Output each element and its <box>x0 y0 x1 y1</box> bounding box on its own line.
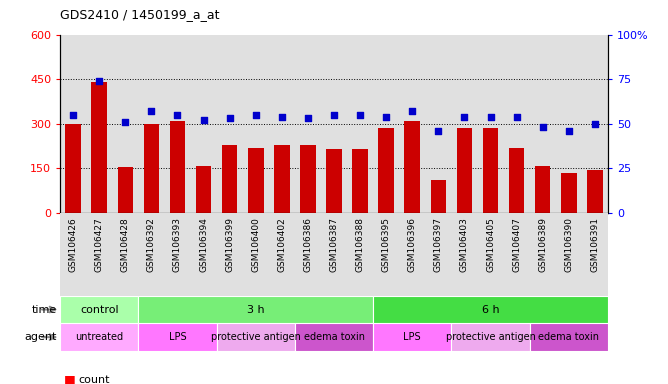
Bar <box>378 128 394 213</box>
Point <box>407 108 418 114</box>
Point <box>511 114 522 120</box>
Bar <box>483 128 498 213</box>
Text: control: control <box>80 305 118 314</box>
Point <box>433 128 444 134</box>
Text: untreated: untreated <box>75 332 124 342</box>
Bar <box>352 149 368 213</box>
Bar <box>170 121 185 213</box>
Point <box>537 124 548 131</box>
Text: GSM106386: GSM106386 <box>303 217 313 272</box>
Bar <box>138 323 216 351</box>
Point <box>459 114 470 120</box>
Point <box>68 112 79 118</box>
Text: GSM106428: GSM106428 <box>121 217 130 272</box>
Bar <box>144 124 159 213</box>
Point <box>250 112 261 118</box>
Text: GSM106402: GSM106402 <box>277 217 287 272</box>
Text: GSM106394: GSM106394 <box>199 217 208 272</box>
Bar <box>404 121 420 213</box>
Point <box>329 112 339 118</box>
Bar <box>216 323 295 351</box>
Bar <box>430 180 446 213</box>
Text: GSM106388: GSM106388 <box>355 217 365 272</box>
Text: GSM106391: GSM106391 <box>591 217 599 272</box>
Text: protective antigen: protective antigen <box>211 332 301 342</box>
Point <box>94 78 105 84</box>
Bar <box>457 128 472 213</box>
Bar <box>509 148 524 213</box>
Bar <box>138 296 373 323</box>
Bar <box>65 124 81 213</box>
Point <box>563 128 574 134</box>
Text: time: time <box>31 305 57 314</box>
Text: GSM106395: GSM106395 <box>381 217 391 272</box>
Text: GSM106427: GSM106427 <box>95 217 104 272</box>
Text: GSM106400: GSM106400 <box>251 217 261 272</box>
Text: GSM106393: GSM106393 <box>173 217 182 272</box>
Text: GSM106399: GSM106399 <box>225 217 234 272</box>
Bar <box>248 148 264 213</box>
Bar <box>326 149 342 213</box>
Bar <box>274 145 290 213</box>
Point <box>485 114 496 120</box>
Point <box>381 114 391 120</box>
Text: GSM106389: GSM106389 <box>538 217 547 272</box>
Text: edema toxin: edema toxin <box>538 332 599 342</box>
Bar <box>196 166 211 213</box>
Bar <box>295 323 373 351</box>
Text: 3 h: 3 h <box>247 305 265 314</box>
Bar <box>118 167 133 213</box>
Text: GDS2410 / 1450199_a_at: GDS2410 / 1450199_a_at <box>60 8 220 21</box>
Point <box>355 112 365 118</box>
Text: edema toxin: edema toxin <box>303 332 365 342</box>
Bar <box>452 323 530 351</box>
Text: 6 h: 6 h <box>482 305 499 314</box>
Bar <box>373 296 608 323</box>
Point <box>146 108 157 114</box>
Bar <box>373 323 452 351</box>
Text: count: count <box>79 375 110 384</box>
Point <box>172 112 183 118</box>
Text: GSM106407: GSM106407 <box>512 217 521 272</box>
Bar <box>535 166 550 213</box>
Bar <box>561 173 576 213</box>
Bar <box>222 145 238 213</box>
Text: GSM106396: GSM106396 <box>407 217 417 272</box>
Point <box>224 116 235 122</box>
Bar <box>530 323 608 351</box>
Text: GSM106426: GSM106426 <box>69 217 77 272</box>
Bar <box>300 145 316 213</box>
Text: GSM106387: GSM106387 <box>329 217 339 272</box>
Bar <box>60 296 138 323</box>
Text: LPS: LPS <box>169 332 186 342</box>
Text: GSM106397: GSM106397 <box>434 217 443 272</box>
Text: GSM106390: GSM106390 <box>564 217 573 272</box>
Point <box>120 119 131 125</box>
Text: GSM106405: GSM106405 <box>486 217 495 272</box>
Bar <box>92 82 107 213</box>
Point <box>198 117 209 123</box>
Text: GSM106392: GSM106392 <box>147 217 156 272</box>
Bar <box>587 170 603 213</box>
Text: ■: ■ <box>63 373 75 384</box>
Text: protective antigen: protective antigen <box>446 332 536 342</box>
Point <box>277 114 287 120</box>
Text: agent: agent <box>25 332 57 342</box>
Text: LPS: LPS <box>403 332 421 342</box>
Point <box>303 116 313 122</box>
Text: GSM106403: GSM106403 <box>460 217 469 272</box>
Point <box>589 121 600 127</box>
Bar <box>60 323 138 351</box>
